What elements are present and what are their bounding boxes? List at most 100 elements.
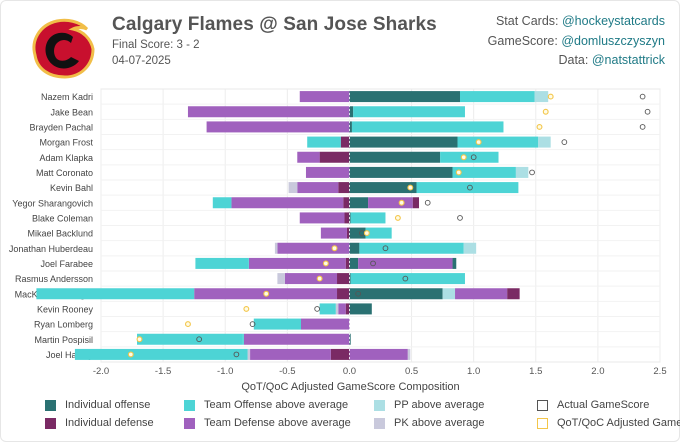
actual-gamescore-marker xyxy=(644,108,651,115)
bar-team_def xyxy=(305,166,350,178)
bar-team_off xyxy=(137,333,243,345)
bar-ind_off xyxy=(349,288,443,300)
bar-ind_def xyxy=(412,197,420,209)
game-date: 04-07-2025 xyxy=(112,55,171,67)
player-label: Rasmus Andersson xyxy=(15,274,93,284)
adjusted-gamescore-marker xyxy=(394,214,401,221)
bar-ind_off xyxy=(349,227,366,239)
bar-team_off xyxy=(359,242,464,254)
stat-cards-label: Stat Cards: xyxy=(495,14,559,28)
gamescore-link[interactable]: @domluszczyszyn xyxy=(561,33,665,48)
adjusted-gamescore-marker xyxy=(547,93,554,100)
adjusted-gamescore-marker xyxy=(455,169,462,176)
actual-gamescore-marker xyxy=(314,306,320,312)
player-label: Jake Bean xyxy=(50,107,93,117)
bar-ind_off xyxy=(349,333,351,345)
adjusted-gamescore-marker xyxy=(398,199,405,206)
bar-team_def xyxy=(299,91,350,103)
x-tick-label: -1.0 xyxy=(217,366,233,377)
x-tick-label: 2.5 xyxy=(653,366,666,377)
adjusted-gamescore-marker xyxy=(475,139,482,146)
x-tick-label: 2.0 xyxy=(591,366,604,377)
bar-ind_off xyxy=(349,257,359,269)
actual-gamescore-marker xyxy=(639,124,646,130)
stat-cards-link[interactable]: @hockeystatcards xyxy=(561,14,665,28)
bar-team_def xyxy=(248,257,346,269)
bar-team_off xyxy=(452,166,516,178)
player-label: Joel Farabee xyxy=(40,259,93,269)
player-label: Jonathan Huberdeau xyxy=(9,244,93,254)
bar-ind_def xyxy=(337,288,350,300)
player-label: Kevin Bahl xyxy=(50,183,93,193)
bar-team_off xyxy=(253,318,301,330)
bar-team_def xyxy=(455,288,508,300)
bar-ind_def xyxy=(507,288,520,300)
x-tick-label: -2.0 xyxy=(93,366,109,377)
bar-ind_def xyxy=(338,182,350,194)
adjusted-gamescore-marker xyxy=(460,154,467,161)
bar-team_off xyxy=(195,257,249,269)
bar-ind_off xyxy=(349,212,351,224)
bar-team_def xyxy=(320,227,347,239)
bar-team_def xyxy=(299,212,345,224)
actual-gamescore-marker xyxy=(355,290,361,297)
bar-team_off xyxy=(460,91,535,103)
bar-ind_off xyxy=(349,106,354,118)
data-label: Data: xyxy=(558,53,589,67)
player-label: Morgan Frost xyxy=(39,138,93,148)
bar-pk xyxy=(288,182,298,194)
bar-team_off xyxy=(351,121,504,133)
bar-ind_off xyxy=(349,242,360,254)
player-label: Yegor Sharangovich xyxy=(12,198,93,208)
bar-pk xyxy=(335,303,339,315)
data-link[interactable]: @natstattrick xyxy=(591,53,665,67)
bar-pp xyxy=(538,136,551,148)
bar-pk xyxy=(407,348,411,360)
bar-team_def xyxy=(300,318,350,330)
adjusted-gamescore-marker xyxy=(185,321,191,328)
actual-gamescore-marker xyxy=(196,336,202,343)
player-label: Joel Hanley xyxy=(46,350,94,360)
adjusted-gamescore-marker xyxy=(363,230,370,237)
actual-gamescore-marker xyxy=(467,184,473,191)
x-tick-label: 0.0 xyxy=(343,366,356,377)
player-label: Adam Klapka xyxy=(39,153,93,163)
bar-team_def xyxy=(277,242,350,254)
player-label: Nazem Kadri xyxy=(41,92,93,102)
bar-ind_def xyxy=(340,136,350,148)
credits: Stat Cards: @hockeystatcards GameScore: … xyxy=(488,12,665,71)
bar-ind_off xyxy=(349,136,458,148)
x-tick-label: -0.5 xyxy=(279,366,295,377)
bar-ind_off xyxy=(349,197,369,209)
x-tick-label: -1.5 xyxy=(155,366,171,377)
bar-ind_off xyxy=(349,91,461,103)
team-logo xyxy=(32,18,95,79)
actual-gamescore-marker xyxy=(402,275,409,282)
x-tick-label: 1.5 xyxy=(529,366,542,377)
bar-team_off xyxy=(350,212,386,224)
x-tick-label: 1.0 xyxy=(467,366,480,377)
bar-pk xyxy=(247,348,251,360)
actual-gamescore-marker xyxy=(370,260,376,267)
player-label: Ryan Lomberg xyxy=(34,320,93,330)
actual-gamescore-marker xyxy=(233,351,240,358)
flame-shape xyxy=(32,18,95,79)
gamescore-label: GameScore: xyxy=(487,33,558,48)
bar-ind_off xyxy=(349,166,453,178)
bar-ind_off xyxy=(349,151,441,163)
actual-gamescore-marker xyxy=(249,321,256,327)
bar-team_def xyxy=(243,333,350,345)
bar-team_def xyxy=(187,106,350,118)
adjusted-gamescore-marker xyxy=(542,108,549,115)
bar-team_off xyxy=(242,333,244,345)
adjusted-gamescore-marker xyxy=(316,275,323,282)
player-label: Matt Coronato xyxy=(36,168,93,178)
adjusted-gamescore-marker xyxy=(536,123,543,130)
bar-ind_def xyxy=(330,348,350,360)
adjusted-gamescore-marker xyxy=(127,351,134,358)
bar-team_off xyxy=(74,348,248,360)
player-label: Brayden Pachal xyxy=(29,122,93,132)
bar-team_def xyxy=(368,197,413,209)
c-letter xyxy=(45,32,79,69)
x-axis-label: QoT/QoC Adjusted GameScore Composition xyxy=(241,381,459,393)
